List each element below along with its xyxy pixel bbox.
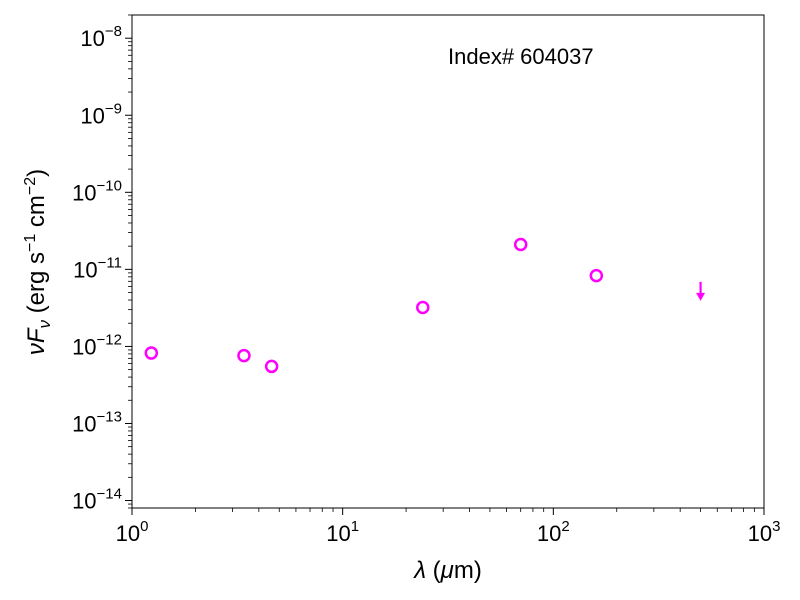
x-tick-label: 102 [537,518,570,546]
x-tick-label: 101 [326,518,359,546]
annotation-label: Index# 604037 [448,44,594,69]
data-point [416,300,430,315]
x-tick-label: 103 [748,518,781,546]
y-tick-label: 10−10 [72,177,122,205]
upper-limit-arrow [696,281,706,301]
data-point [144,346,159,360]
data-point [264,359,279,374]
data-point [589,268,604,283]
y-tick-label: 10−13 [72,408,122,436]
y-tick-label: 10−9 [80,100,122,128]
x-axis-title: λ (μm) [412,557,482,584]
y-axis-title: νFν (erg s−1 cm−2) [22,169,54,355]
y-tick-label: 10−8 [80,23,122,51]
y-tick-label: 10−11 [73,254,122,282]
x-tick-label: 100 [116,518,149,546]
y-tick-label: 10−14 [72,486,122,514]
data-point [237,348,251,363]
axis-ticks [125,14,765,515]
y-tick-label: 10−12 [72,331,122,359]
data-point [513,237,528,252]
tick-labels: 100 101 102 103 10−14 10−13 10−12 10−11 10−10 10−… [72,23,780,546]
upper-limit-head [696,292,706,301]
data-marks [144,237,706,374]
plot-frame [131,14,765,509]
